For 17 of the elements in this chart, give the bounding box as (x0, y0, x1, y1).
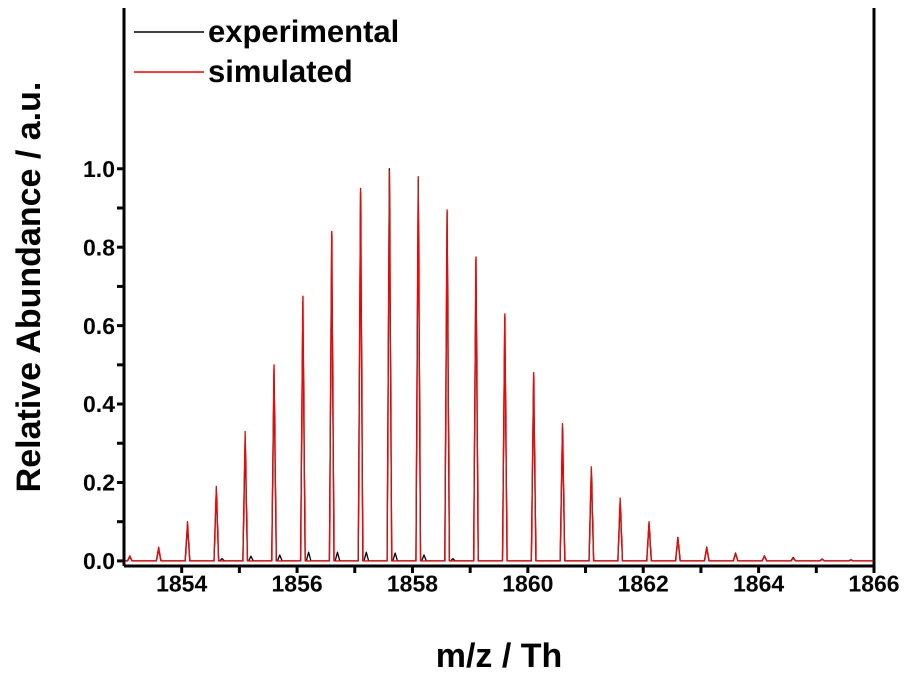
x-tick-label: 1864 (733, 570, 784, 596)
x-tick-label: 1860 (502, 570, 554, 596)
x-tick-label: 1862 (618, 570, 669, 596)
x-axis-title: m/z / Th (436, 637, 562, 675)
x-tick-label: 1858 (386, 570, 438, 596)
x-tick-label: 1854 (156, 570, 208, 596)
legend-label: simulated (208, 53, 353, 91)
y-tick-label: 0.6 (83, 312, 115, 339)
y-tick-label: 0.8 (83, 234, 116, 260)
y-tick-label: 0.2 (83, 470, 115, 496)
legend-label: experimental (208, 13, 400, 51)
y-tick-label: 1.0 (83, 156, 115, 182)
y-tick-label: 0.0 (83, 548, 115, 574)
y-axis-title: Relative Abundance / a.u. (10, 82, 48, 492)
y-tick-label: 0.4 (83, 391, 116, 418)
x-tick-label: 1866 (848, 570, 900, 596)
x-tick-label: 1856 (271, 570, 323, 596)
